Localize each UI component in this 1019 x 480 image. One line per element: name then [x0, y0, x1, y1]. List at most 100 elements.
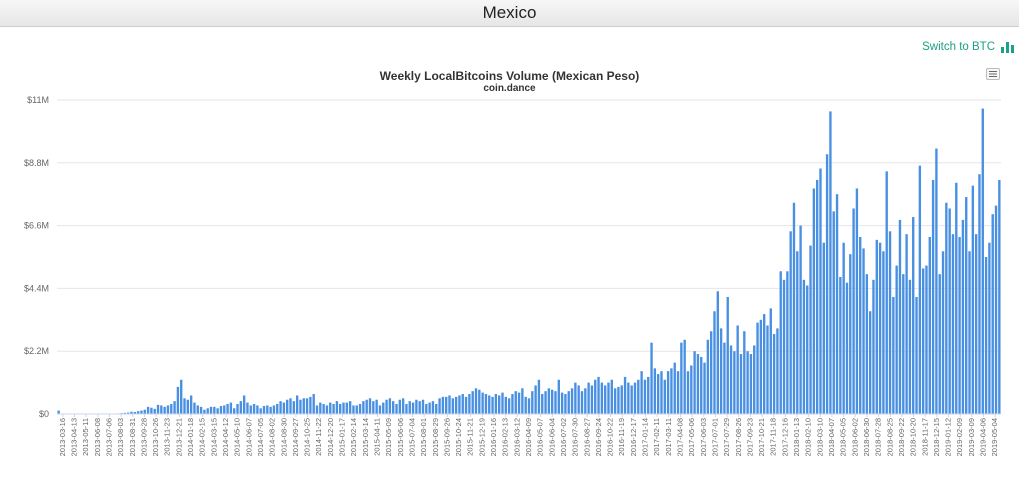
- bar[interactable]: [700, 356, 703, 414]
- bar[interactable]: [382, 402, 385, 414]
- bar[interactable]: [574, 382, 577, 414]
- bar[interactable]: [395, 404, 398, 414]
- bar[interactable]: [580, 391, 584, 414]
- bar[interactable]: [617, 386, 620, 414]
- bar[interactable]: [547, 388, 551, 414]
- bar[interactable]: [706, 339, 710, 414]
- bar[interactable]: [252, 404, 256, 414]
- bar[interactable]: [468, 394, 471, 414]
- bar[interactable]: [564, 394, 567, 414]
- bar[interactable]: [792, 202, 796, 414]
- bar[interactable]: [375, 399, 378, 414]
- bar[interactable]: [133, 412, 137, 414]
- bar[interactable]: [209, 406, 213, 414]
- bar[interactable]: [686, 371, 690, 414]
- bar[interactable]: [600, 382, 604, 414]
- bar[interactable]: [590, 385, 594, 414]
- bar[interactable]: [633, 382, 637, 414]
- bar[interactable]: [955, 182, 958, 414]
- bar[interactable]: [726, 296, 729, 414]
- bar[interactable]: [180, 379, 183, 414]
- bar[interactable]: [802, 279, 806, 414]
- bar[interactable]: [776, 328, 779, 414]
- bar[interactable]: [206, 408, 209, 414]
- bar[interactable]: [451, 398, 455, 414]
- bar[interactable]: [282, 402, 286, 414]
- bar[interactable]: [170, 404, 173, 414]
- bar[interactable]: [915, 296, 918, 414]
- bar[interactable]: [630, 385, 633, 414]
- bar[interactable]: [229, 402, 233, 414]
- bar[interactable]: [855, 188, 859, 414]
- bar[interactable]: [534, 385, 537, 414]
- bar[interactable]: [584, 388, 587, 414]
- bar[interactable]: [660, 371, 663, 414]
- bar[interactable]: [796, 251, 799, 414]
- bar[interactable]: [421, 399, 425, 414]
- bar[interactable]: [484, 394, 488, 414]
- bar[interactable]: [189, 395, 193, 414]
- bar[interactable]: [146, 406, 150, 414]
- bar[interactable]: [577, 385, 580, 414]
- bar[interactable]: [809, 245, 812, 414]
- bar[interactable]: [769, 308, 772, 414]
- bar[interactable]: [859, 237, 862, 414]
- bar[interactable]: [974, 234, 978, 414]
- bar[interactable]: [597, 376, 600, 414]
- bar[interactable]: [656, 374, 660, 414]
- bar[interactable]: [183, 398, 186, 414]
- bar[interactable]: [839, 276, 842, 414]
- bar[interactable]: [998, 179, 1001, 414]
- bar[interactable]: [325, 405, 329, 414]
- bar[interactable]: [647, 376, 650, 414]
- bar[interactable]: [418, 401, 421, 414]
- bar[interactable]: [613, 388, 617, 414]
- bar[interactable]: [882, 251, 885, 414]
- bar[interactable]: [736, 325, 739, 414]
- bar[interactable]: [286, 399, 289, 414]
- bar[interactable]: [829, 111, 832, 415]
- bar[interactable]: [928, 237, 931, 414]
- bar[interactable]: [498, 395, 501, 414]
- bar[interactable]: [968, 251, 971, 414]
- bar[interactable]: [554, 391, 557, 414]
- bar[interactable]: [461, 394, 464, 414]
- bar[interactable]: [196, 405, 199, 414]
- bar[interactable]: [305, 398, 309, 414]
- bar[interactable]: [249, 405, 252, 414]
- bar[interactable]: [345, 402, 349, 414]
- bar[interactable]: [862, 248, 865, 414]
- bar[interactable]: [696, 354, 700, 414]
- bar[interactable]: [772, 334, 776, 414]
- bar[interactable]: [332, 404, 335, 414]
- bar[interactable]: [448, 395, 451, 414]
- bar[interactable]: [673, 362, 676, 414]
- bar[interactable]: [746, 351, 749, 414]
- bar[interactable]: [812, 188, 816, 414]
- bar[interactable]: [965, 197, 968, 414]
- bar[interactable]: [355, 405, 358, 414]
- bar[interactable]: [653, 368, 657, 414]
- bar[interactable]: [723, 342, 726, 414]
- bar[interactable]: [335, 401, 339, 414]
- bar[interactable]: [918, 165, 922, 414]
- bar[interactable]: [488, 395, 491, 414]
- bar[interactable]: [441, 396, 445, 414]
- bar[interactable]: [895, 265, 898, 414]
- bar[interactable]: [272, 405, 276, 414]
- bar[interactable]: [213, 406, 216, 414]
- bar[interactable]: [676, 371, 680, 414]
- bar[interactable]: [878, 242, 882, 414]
- bar[interactable]: [620, 385, 623, 414]
- bar[interactable]: [511, 394, 514, 414]
- bar[interactable]: [716, 291, 719, 414]
- bar[interactable]: [491, 396, 494, 414]
- bar[interactable]: [315, 405, 319, 414]
- bar[interactable]: [938, 274, 941, 414]
- bar[interactable]: [637, 379, 640, 414]
- bar[interactable]: [743, 331, 746, 414]
- bar[interactable]: [756, 322, 759, 414]
- bar[interactable]: [474, 388, 478, 414]
- bar[interactable]: [749, 354, 753, 414]
- bar[interactable]: [262, 406, 266, 414]
